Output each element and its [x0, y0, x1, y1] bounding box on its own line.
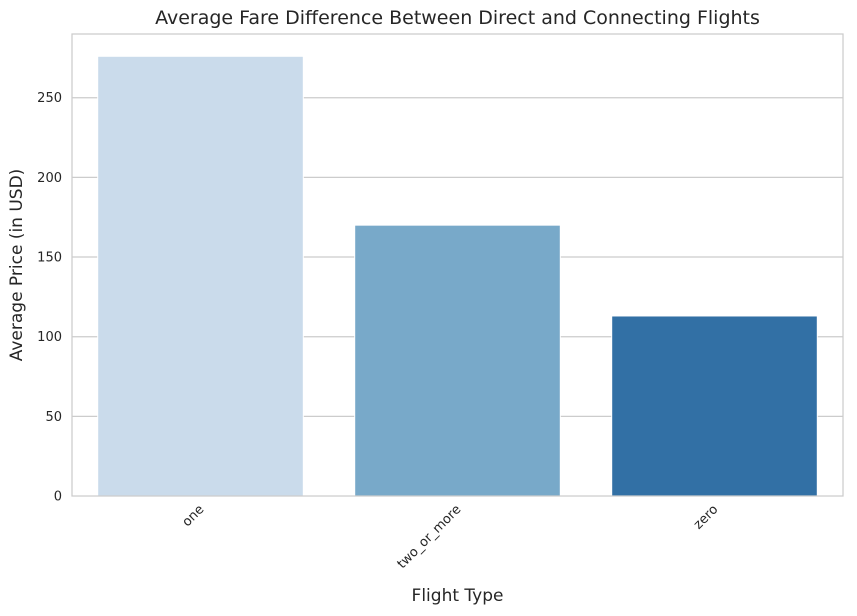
x-tick-label: two_or_more	[395, 502, 465, 572]
x-tick-labels: one two_or_more zero	[180, 502, 722, 572]
bars	[97, 55, 818, 497]
bar-one	[97, 55, 304, 497]
x-axis-label: Flight Type	[412, 586, 504, 606]
y-axis-label: Average Price (in USD)	[7, 169, 27, 362]
plot-frame	[71, 33, 844, 497]
y-tick-label: 100	[37, 330, 62, 345]
y-tick-labels: 0 50 100 150 200 250	[37, 91, 62, 504]
y-tick-label: 0	[54, 490, 62, 505]
y-tick-label: 200	[37, 171, 62, 186]
bar-two-or-more	[354, 224, 561, 497]
x-tick-label: zero	[691, 502, 721, 532]
y-tick-label: 150	[37, 251, 62, 266]
bar-zero	[611, 315, 818, 497]
x-tick-label: one	[180, 502, 208, 530]
y-tick-label: 50	[45, 410, 62, 425]
y-tick-label: 250	[37, 91, 62, 106]
chart-title: Average Fare Difference Between Direct a…	[155, 7, 760, 29]
